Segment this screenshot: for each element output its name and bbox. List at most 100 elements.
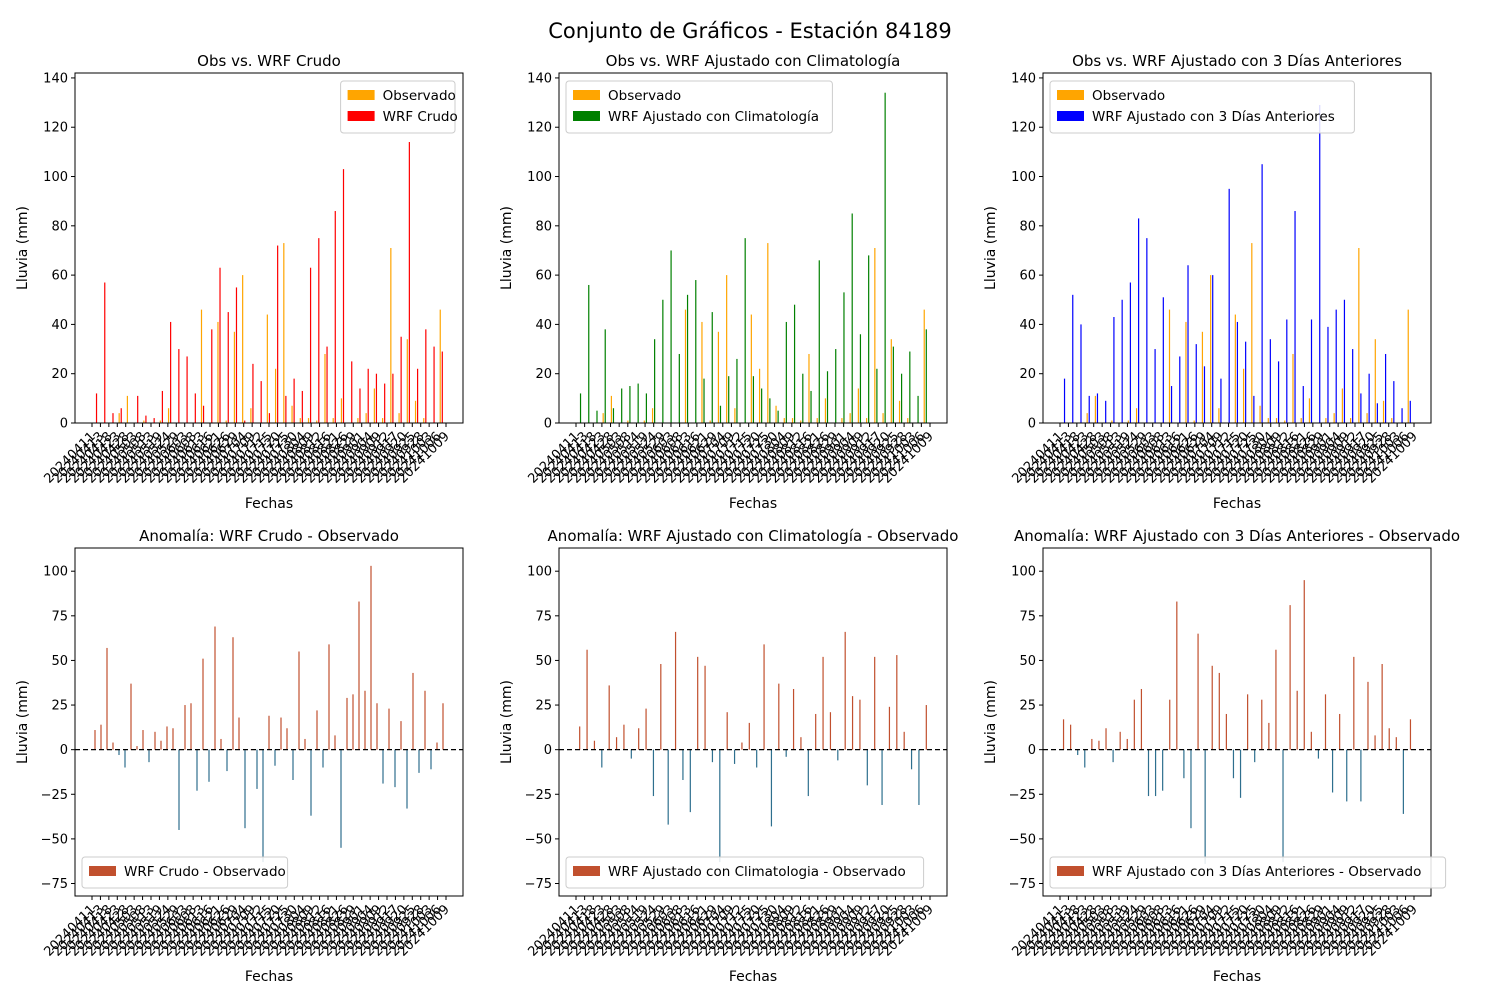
- bar: [844, 631, 846, 750]
- bar-group: [579, 631, 927, 863]
- y-axis-label: Lluvia (mm): [15, 680, 31, 764]
- bar: [719, 405, 722, 423]
- bar: [299, 418, 301, 423]
- bar: [232, 637, 234, 750]
- y-tick-label: 50: [51, 654, 68, 669]
- bar: [1183, 749, 1185, 779]
- bar: [903, 731, 905, 750]
- bar: [310, 749, 312, 816]
- bar: [382, 749, 384, 784]
- bar: [159, 420, 161, 423]
- bar: [266, 314, 268, 423]
- bar: [859, 699, 861, 750]
- bar: [689, 749, 691, 813]
- x-axis-label: Fechas: [729, 496, 777, 512]
- y-tick-label: 80: [1019, 219, 1036, 234]
- subplot-grid: Obs vs. WRF Crudo02040608010012014020240…: [15, 52, 1460, 985]
- bar: [1203, 366, 1206, 423]
- bar: [1133, 699, 1135, 750]
- legend-entry: WRF Ajustado con 3 Días Anteriores: [1092, 109, 1335, 125]
- legend-entry: WRF Ajustado con Climatología: [608, 109, 819, 125]
- bar: [1381, 664, 1383, 750]
- bar: [719, 749, 721, 863]
- bar: [1169, 699, 1171, 750]
- y-tick-label: 100: [527, 170, 552, 185]
- bar: [1259, 405, 1261, 423]
- bar: [1088, 395, 1090, 423]
- bar: [1407, 309, 1409, 423]
- bar: [726, 712, 728, 750]
- bar: [280, 717, 282, 750]
- legend: Observado WRF Ajustado con Climatología: [565, 80, 833, 134]
- bar: [1409, 719, 1412, 750]
- bar: [736, 358, 738, 423]
- bar: [328, 644, 330, 750]
- bar: [1319, 105, 1321, 424]
- bar: [441, 351, 443, 423]
- legend-entry: Observado: [1092, 88, 1165, 104]
- bar: [1211, 665, 1213, 750]
- bar: [1393, 381, 1395, 423]
- subplot-bottom-middle: Anomalía: WRF Ajustado con Climatología …: [499, 527, 958, 985]
- bar: [178, 749, 180, 830]
- bar: [909, 351, 911, 423]
- bar: [351, 361, 353, 423]
- bar: [1391, 418, 1393, 423]
- subplot-bottom-right: Anomalía: WRF Ajustado con 3 Días Anteri…: [983, 527, 1460, 985]
- bar: [1268, 722, 1270, 750]
- bar: [907, 418, 909, 423]
- bar: [822, 656, 824, 750]
- bar: [686, 294, 689, 423]
- bar: [1374, 735, 1376, 750]
- bar: [1267, 418, 1269, 423]
- bar: [250, 408, 252, 423]
- bar: [923, 309, 925, 423]
- bar: [637, 383, 639, 423]
- y-tick-label: 140: [43, 71, 68, 86]
- bar: [326, 346, 328, 423]
- bar: [334, 735, 336, 750]
- bar: [711, 749, 714, 763]
- bar: [406, 339, 408, 423]
- bar: [769, 398, 771, 423]
- bar: [711, 312, 713, 423]
- bar: [1254, 749, 1256, 763]
- bar: [390, 248, 392, 423]
- bar: [843, 292, 845, 423]
- bar-group: [577, 92, 927, 424]
- bar: [1119, 731, 1121, 750]
- bar: [184, 705, 186, 750]
- bar: [285, 395, 287, 423]
- bar: [292, 749, 294, 780]
- bar: [851, 696, 854, 750]
- bar: [763, 644, 765, 750]
- bar: [807, 749, 809, 797]
- legend-swatch: [347, 111, 375, 121]
- bar: [1335, 309, 1337, 423]
- bar: [376, 703, 378, 750]
- subplot-top-right: Obs vs. WRF Ajustado con 3 Días Anterior…: [983, 52, 1432, 512]
- bar: [627, 420, 629, 423]
- bar: [342, 169, 345, 423]
- y-tick-label: 75: [535, 609, 552, 624]
- bar: [1261, 164, 1263, 423]
- y-tick-label: −25: [1009, 788, 1036, 803]
- bar: [118, 413, 120, 423]
- bar: [800, 737, 802, 750]
- bar: [1374, 339, 1376, 423]
- bar: [1269, 339, 1271, 423]
- x-axis-label: Fechas: [1213, 496, 1261, 512]
- bar: [1140, 688, 1143, 750]
- bar: [744, 238, 746, 423]
- bar: [1376, 403, 1378, 423]
- bar: [274, 368, 277, 423]
- bar: [142, 730, 144, 750]
- bar: [701, 321, 703, 423]
- bar: [1300, 418, 1302, 423]
- plot-frame: [558, 72, 948, 424]
- bar: [148, 749, 150, 763]
- bar: [170, 321, 172, 423]
- bar: [802, 373, 804, 423]
- bar: [408, 142, 410, 423]
- y-tick-label: 100: [43, 565, 68, 580]
